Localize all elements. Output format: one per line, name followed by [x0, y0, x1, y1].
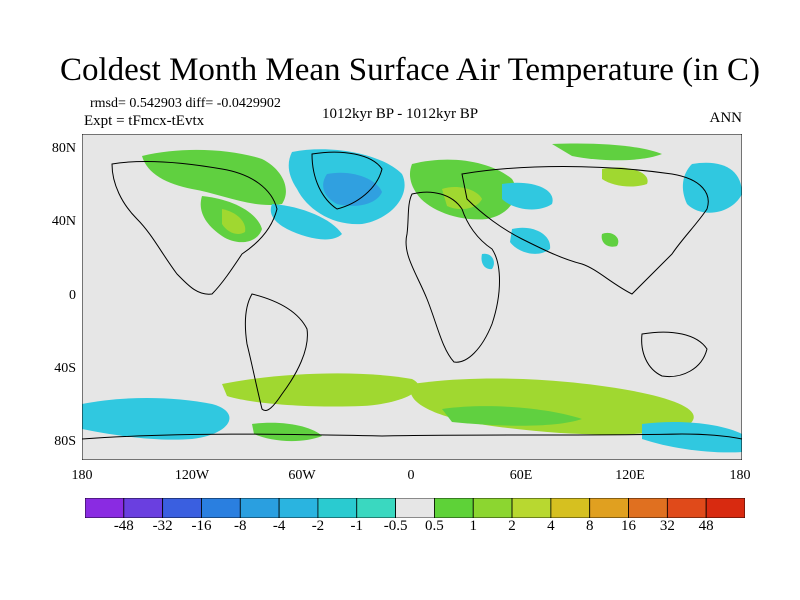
- coast-australia: [641, 331, 708, 378]
- period-label: 1012kyr BP - 1012kyr BP: [322, 106, 479, 122]
- colorbar-swatch: [123, 498, 164, 518]
- region-tropical-blob-2: [601, 232, 619, 247]
- coast-greenland: [311, 151, 383, 210]
- map-plot: [82, 134, 742, 460]
- y-tick-40N: 40N: [51, 214, 76, 229]
- stats-line: rmsd= 0.542903 diff= -0.0429902: [90, 96, 281, 111]
- colorbar-label: 32: [659, 518, 675, 534]
- region-arctic-canada: [142, 149, 286, 206]
- x-tick-120w: 120W: [174, 468, 210, 483]
- colorbar-label: 8: [585, 518, 594, 534]
- colorbar-swatch: [201, 498, 241, 518]
- region-tropical-blob-1: [481, 253, 494, 270]
- coastlines: [82, 151, 742, 440]
- region-southern-ocean-east-green: [442, 406, 582, 426]
- colorbar-swatch: [356, 498, 396, 518]
- region-arctic-top: [552, 143, 662, 161]
- colorbar-swatch: [434, 498, 474, 518]
- colorbar-swatch: [162, 498, 202, 518]
- region-asia-coast: [682, 162, 742, 213]
- colorbar-swatch: [511, 498, 552, 518]
- chart-title: Coldest Month Mean Surface Air Temperatu…: [60, 52, 760, 88]
- colorbar-label: -2: [311, 518, 325, 534]
- anomaly-regions: [82, 143, 742, 453]
- colorbar-label: -16: [191, 518, 212, 534]
- x-tick-0: 0: [407, 468, 415, 483]
- region-middle-east: [510, 227, 551, 254]
- region-southern-ocean-central: [222, 373, 419, 407]
- region-greenland-core: [323, 172, 382, 206]
- coast-north-america: [111, 161, 278, 295]
- colorbar-label: -8: [234, 518, 247, 534]
- x-tick-180w: 180: [71, 468, 93, 483]
- colorbar-label: 16: [621, 518, 637, 534]
- y-tick-0: 0: [69, 288, 76, 303]
- x-tick-120e: 120E: [615, 468, 645, 483]
- region-north-atlantic: [270, 204, 342, 240]
- colorbar-label: -32: [152, 518, 173, 534]
- y-tick-40S: 40S: [54, 361, 76, 376]
- colorbar-label: 0.5: [425, 518, 444, 534]
- x-tick-60w: 60W: [288, 468, 316, 483]
- colorbar-swatch: [628, 498, 668, 518]
- y-tick-80N: 80N: [51, 141, 76, 156]
- colorbar-swatch: [666, 498, 707, 518]
- region-pacific-green: [602, 167, 648, 187]
- region-antarctic-coast: [642, 422, 742, 453]
- colorbar-label: 4: [547, 518, 555, 534]
- colorbar-label: -4: [272, 518, 286, 534]
- colorbar-swatch: [472, 498, 513, 518]
- colorbar-swatch: [85, 498, 125, 518]
- region-east-north-america-yellow: [222, 209, 246, 235]
- x-tick-60e: 60E: [509, 468, 533, 483]
- colorbar-swatch: [317, 498, 358, 518]
- colorbar-swatch: [239, 498, 280, 518]
- colorbar-swatch: [589, 498, 629, 518]
- colorbar-label: -1: [350, 518, 364, 534]
- colorbar-swatch: [395, 498, 435, 518]
- coast-antarctica: [82, 433, 742, 440]
- colorbar-swatch: [278, 498, 319, 518]
- colorbar-label: 1: [469, 518, 477, 534]
- region-antarctic-west: [252, 422, 322, 442]
- colorbar-label: -48: [113, 518, 134, 534]
- coast-europe-africa: [405, 191, 500, 363]
- coast-south-america: [244, 293, 308, 411]
- region-southern-ocean-west: [82, 398, 230, 440]
- coast-asia: [461, 166, 709, 295]
- colorbar-swatch: [550, 498, 591, 518]
- colorbar-label: -0.5: [383, 518, 408, 534]
- colorbar-label: 2: [508, 518, 516, 534]
- colorbar-swatch: [705, 498, 745, 518]
- experiment-label: Expt = tFmcx-tEvtx: [84, 113, 205, 129]
- season-label: ANN: [709, 110, 743, 126]
- colorbar: [85, 498, 745, 518]
- y-tick-80S: 80S: [54, 434, 76, 449]
- region-siberia: [502, 182, 553, 210]
- x-tick-180e: 180: [729, 468, 751, 483]
- colorbar-label: 48: [698, 518, 714, 534]
